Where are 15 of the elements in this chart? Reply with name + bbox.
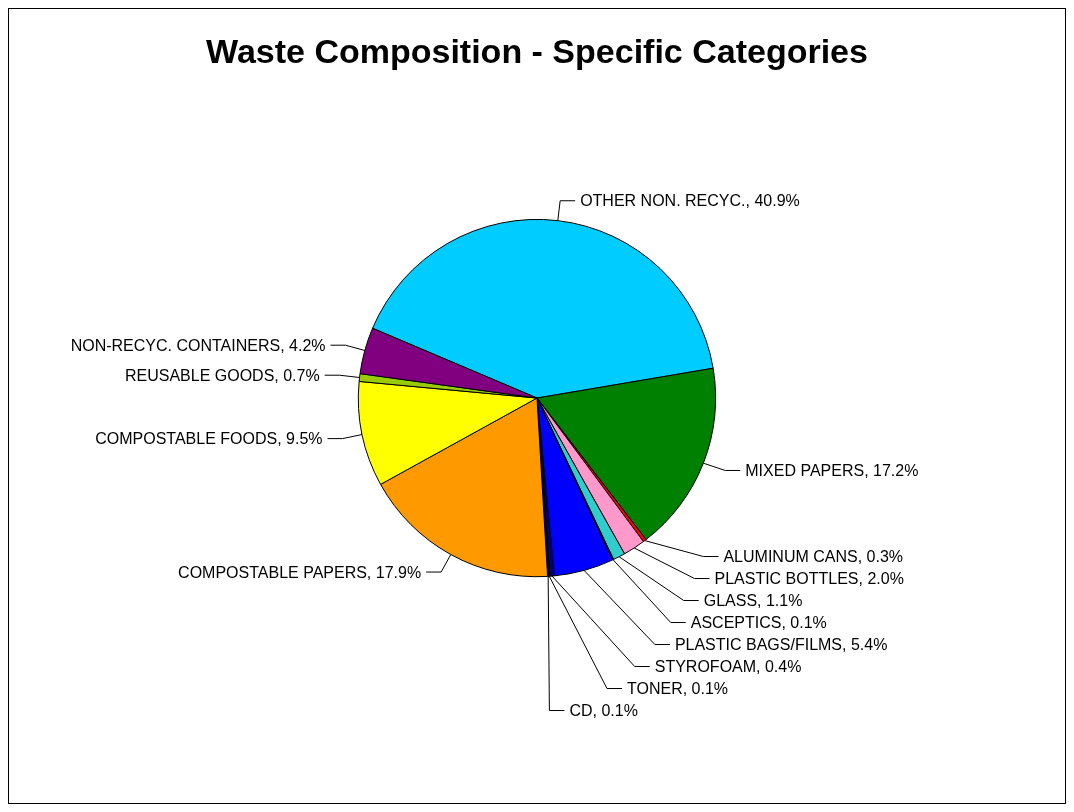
slice-label: REUSABLE GOODS, 0.7% xyxy=(124,366,320,384)
chart-title: Waste Composition - Specific Categories xyxy=(206,32,868,70)
slice-label: TONER, 0.1% xyxy=(626,680,729,698)
slice-label: ASCEPTICS, 0.1% xyxy=(690,614,827,632)
slice-label: COMPOSTABLE PAPERS, 17.9% xyxy=(178,563,422,581)
slice-label: STYROFOAM, 0.4% xyxy=(654,658,802,676)
slice-label: GLASS, 1.1% xyxy=(703,592,803,610)
slice-label: ALUMINUM CANS, 0.3% xyxy=(723,548,904,566)
slice-label: NON-RECYC. CONTAINERS, 4.2% xyxy=(70,336,326,354)
slice-label: COMPOSTABLE FOODS, 9.5% xyxy=(95,430,323,448)
slice-label: CD, 0.1% xyxy=(569,702,638,720)
slice-label: PLASTIC BOTTLES, 2.0% xyxy=(714,570,904,588)
slice-label: MIXED PAPERS, 17.2% xyxy=(745,461,919,479)
slice-label: PLASTIC BAGS/FILMS, 5.4% xyxy=(674,636,888,654)
slice-label: OTHER NON. RECYC., 40.9% xyxy=(580,192,800,210)
